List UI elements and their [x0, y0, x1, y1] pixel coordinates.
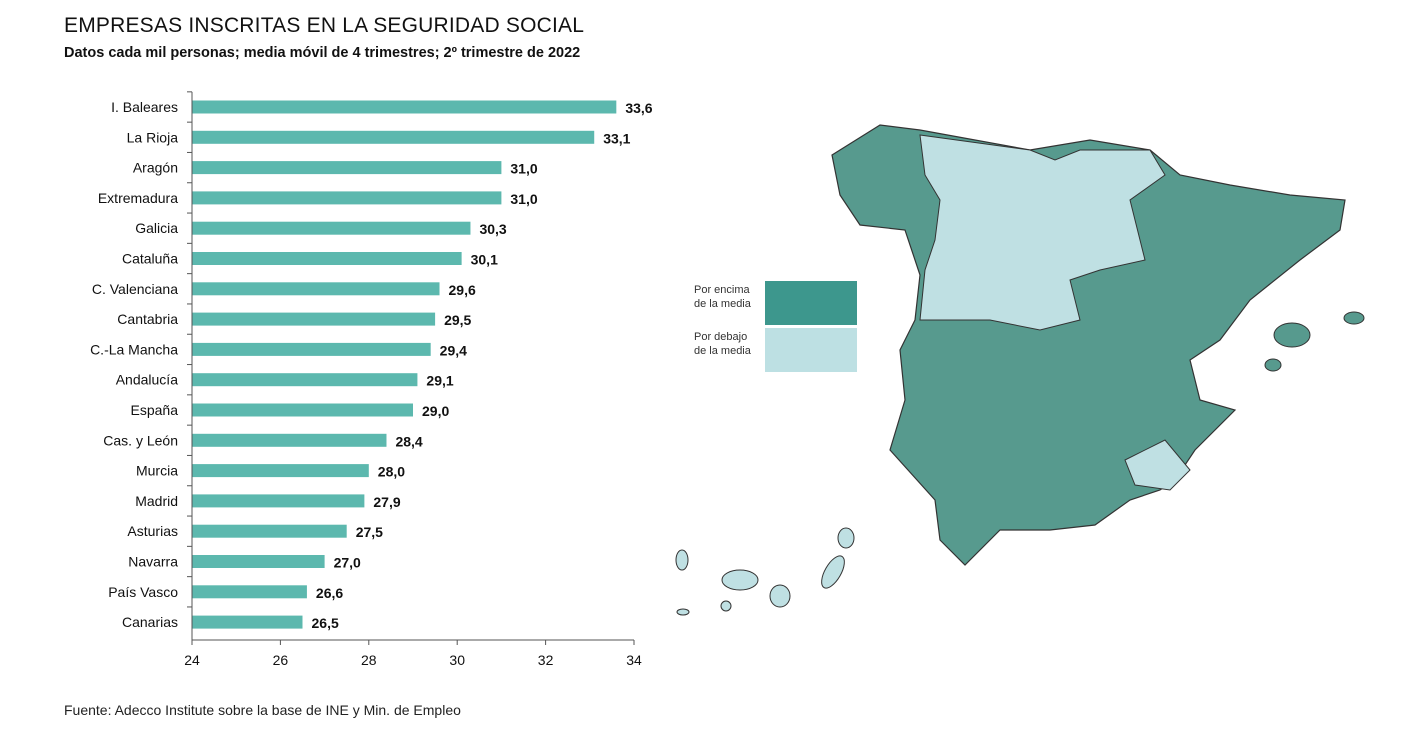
value-label: 28,0 — [378, 464, 405, 480]
value-label: 29,4 — [440, 342, 467, 358]
map-region-murcia — [1124, 439, 1191, 491]
baleares — [1264, 311, 1365, 372]
source-note: Fuente: Adecco Institute sobre la base d… — [64, 702, 461, 718]
category-label: País Vasco — [108, 584, 178, 600]
peninsula — [831, 124, 1346, 566]
category-label: Extremadura — [98, 190, 178, 206]
value-label: 31,0 — [510, 161, 537, 177]
category-label: C. Valenciana — [92, 281, 178, 297]
category-label: Murcia — [136, 463, 178, 479]
bar — [192, 373, 418, 387]
bar — [192, 312, 436, 326]
bar — [192, 433, 387, 447]
value-label: 26,6 — [316, 585, 343, 601]
bar — [192, 342, 431, 356]
bar — [192, 403, 413, 417]
bar — [192, 555, 325, 568]
bar — [192, 585, 307, 599]
value-label: 29,0 — [422, 403, 449, 419]
x-tick-label: 24 — [184, 652, 200, 668]
category-label: Canarias — [122, 614, 178, 630]
value-label: 33,1 — [603, 130, 630, 146]
value-label: 30,1 — [471, 252, 498, 268]
category-label: C.-La Mancha — [90, 341, 178, 357]
value-label: 29,6 — [449, 282, 476, 298]
bar — [192, 524, 347, 538]
value-label: 31,0 — [510, 191, 537, 207]
bar — [192, 100, 617, 114]
value-label: 27,5 — [356, 524, 383, 540]
bar — [192, 494, 365, 508]
value-label: 27,9 — [373, 494, 400, 510]
x-tick-label: 28 — [361, 652, 377, 668]
value-label: 29,5 — [444, 312, 471, 328]
bar — [192, 615, 303, 629]
map-region-below-average — [919, 134, 1166, 331]
x-tick-label: 32 — [538, 652, 554, 668]
category-label: Cas. y León — [103, 432, 178, 448]
value-label: 26,5 — [312, 615, 339, 631]
category-label: Asturias — [127, 523, 178, 539]
bar — [192, 252, 462, 265]
bar — [192, 221, 471, 235]
value-label: 28,4 — [395, 433, 422, 449]
x-tick-label: 34 — [626, 652, 642, 668]
legend-label-above: Por encima de la media — [694, 284, 751, 310]
bar — [192, 130, 595, 144]
canarias — [675, 527, 855, 616]
x-tick-label: 26 — [273, 652, 289, 668]
bar — [192, 191, 502, 205]
category-label: Andalucía — [116, 372, 178, 388]
category-label: La Rioja — [127, 129, 179, 145]
chart-subtitle: Datos cada mil personas; media móvil de … — [64, 45, 581, 61]
bar — [192, 161, 502, 175]
category-label: Cantabria — [117, 311, 178, 327]
category-label: Navarra — [128, 554, 178, 570]
value-label: 29,1 — [426, 373, 453, 389]
value-label: 27,0 — [334, 555, 361, 571]
category-label: Madrid — [135, 493, 178, 509]
x-tick-label: 30 — [449, 652, 465, 668]
chart-title: EMPRESAS INSCRITAS EN LA SEGURIDAD SOCIA… — [64, 14, 585, 37]
value-label: 33,6 — [625, 100, 652, 116]
legend-swatch-above — [765, 281, 857, 325]
legend-label-below: Por debajo de la media — [694, 331, 751, 357]
bar — [192, 282, 440, 296]
category-label: Galicia — [135, 220, 178, 236]
category-label: Aragón — [133, 160, 178, 176]
value-label: 30,3 — [479, 221, 506, 237]
category-label: España — [131, 402, 179, 418]
bar — [192, 464, 369, 478]
legend-swatch-below — [765, 328, 857, 372]
category-label: I. Baleares — [111, 99, 178, 115]
category-label: Cataluña — [122, 251, 178, 267]
